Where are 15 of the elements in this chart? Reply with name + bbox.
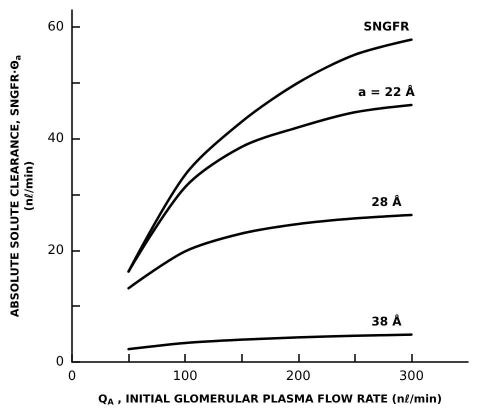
y-tick-label: 60 bbox=[47, 19, 64, 34]
y-tick-label: 20 bbox=[47, 242, 64, 258]
x-tick-label: 0 bbox=[68, 369, 76, 384]
y-tick-label: 40 bbox=[47, 131, 64, 146]
series-label: a = 22 Å bbox=[358, 84, 416, 99]
y-tick-label: 0 bbox=[56, 354, 64, 370]
line-series bbox=[127, 214, 413, 290]
x-tick-label: 200 bbox=[286, 369, 311, 384]
text: ABSOLUTE SOLUTE CLEARANCE, SNGFR·Θa (nℓ/min) bbox=[8, 54, 36, 318]
series-label: 28 Å bbox=[371, 194, 402, 210]
x-tick-label: 100 bbox=[172, 369, 198, 384]
series-label: SNGFR bbox=[363, 20, 410, 34]
series-label: 38 Å bbox=[371, 314, 402, 329]
line-series bbox=[127, 333, 413, 350]
x-tick-label: 300 bbox=[399, 369, 424, 384]
